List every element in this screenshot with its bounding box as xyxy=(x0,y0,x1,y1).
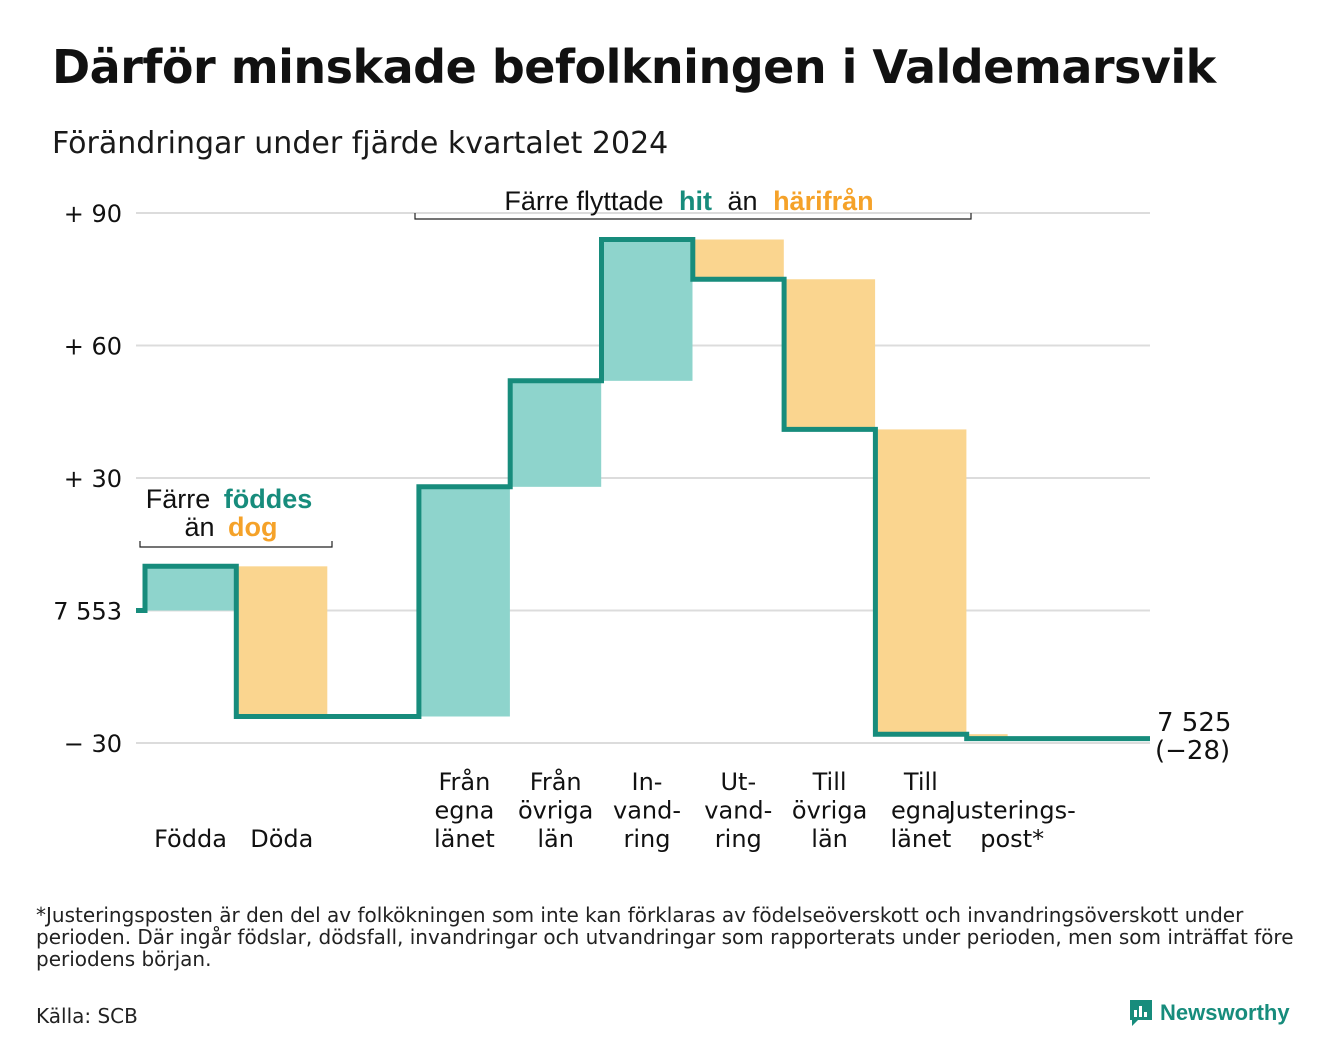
waterfall-bar xyxy=(145,566,236,611)
x-tick-label: Från övriga län xyxy=(518,767,593,853)
y-tick-label: + 60 xyxy=(64,333,122,361)
waterfall-bar xyxy=(784,279,876,430)
waterfall-bar xyxy=(692,239,784,280)
chart-title: Därför minskade befolkningen i Valdemars… xyxy=(52,40,1216,94)
x-tick-label: In-vand-ring xyxy=(613,768,681,853)
step-line-layer xyxy=(136,237,1150,742)
annotation-births-deaths: Färre föddes än dog xyxy=(139,484,333,548)
annotation-births-bracket xyxy=(139,541,333,548)
waterfall-bar xyxy=(601,239,693,381)
y-tick-label: 7 553 xyxy=(53,598,122,626)
annotation-migration-bracket xyxy=(414,213,972,220)
brand-name: Newsworthy xyxy=(1160,1000,1290,1025)
bars xyxy=(145,239,1008,739)
waterfall-chart: − 30 7 553 + 30 + 60 + 90 Födda Döda Från egna l… xyxy=(53,186,1231,853)
footnote: *Justeringsposten är den del av folkökni… xyxy=(36,903,1294,971)
waterfall-bar xyxy=(875,429,967,735)
annotation-migration: Färre flyttade hit än härifrån xyxy=(414,186,972,220)
annotation-births-line1: Färre föddes xyxy=(146,484,313,514)
x-tick-labels: Födda Döda Från egna länet Från övriga län In-va… xyxy=(154,767,1076,853)
waterfall-bar xyxy=(418,486,510,717)
waterfall-bar xyxy=(510,380,602,487)
chart-subtitle: Förändringar under fjärde kvartalet 2024 xyxy=(52,126,669,161)
x-tick-label: Justerings-post* xyxy=(947,797,1076,854)
y-tick-label: + 90 xyxy=(64,200,122,228)
x-tick-label: Födda xyxy=(154,825,227,853)
y-tick-labels: − 30 7 553 + 30 + 60 + 90 xyxy=(53,200,122,758)
end-change-label: (−28) xyxy=(1155,736,1230,766)
newsworthy-logo-icon xyxy=(1130,1000,1152,1026)
x-tick-label: Till egna länet xyxy=(891,768,952,853)
source-label: Källa: SCB xyxy=(36,1004,138,1028)
x-tick-label: Från egna länet xyxy=(434,767,495,853)
x-tick-label: Döda xyxy=(250,825,313,853)
y-tick-label: − 30 xyxy=(64,730,122,758)
x-tick-label: Ut-vand-ring xyxy=(704,768,772,853)
annotation-births-line2: än dog xyxy=(184,512,277,542)
x-tick-label: Till övriga län xyxy=(792,768,867,853)
waterfall-bar xyxy=(236,566,328,717)
cumulative-step-line xyxy=(136,237,1150,742)
end-value-label: 7 525 xyxy=(1157,708,1231,738)
y-tick-label: + 30 xyxy=(64,465,122,493)
brand: Newsworthy xyxy=(1128,998,1290,1028)
annotation-migration-line: Färre flyttade hit än härifrån xyxy=(504,186,873,216)
grid-lines xyxy=(136,212,1150,744)
